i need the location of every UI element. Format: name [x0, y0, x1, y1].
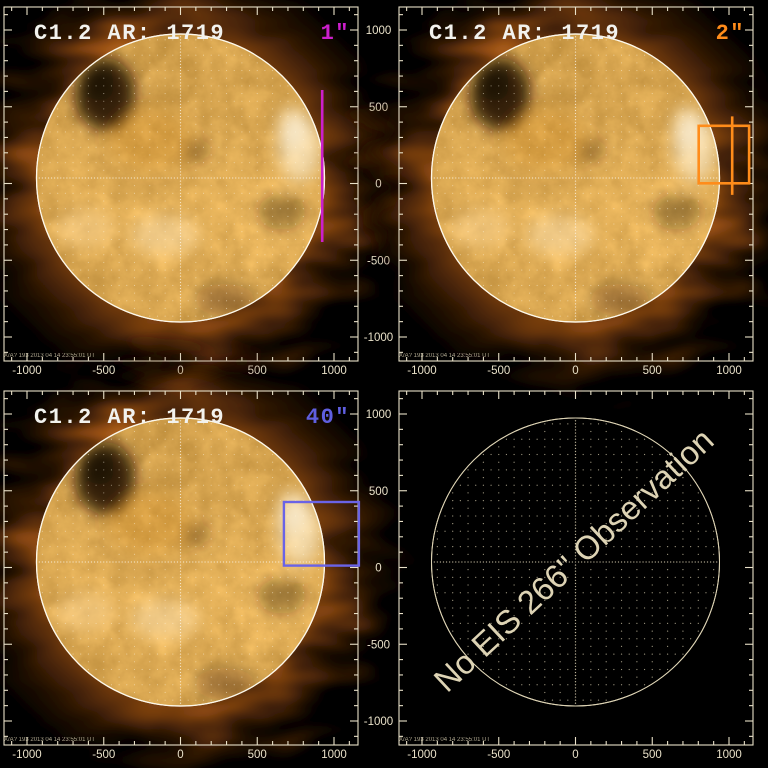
svg-text:1000: 1000 — [321, 365, 347, 377]
svg-text:1000: 1000 — [716, 365, 742, 377]
svg-text:0: 0 — [572, 749, 578, 761]
svg-text:0: 0 — [177, 749, 183, 761]
svg-text:0: 0 — [375, 563, 381, 575]
svg-text:1000: 1000 — [321, 749, 347, 761]
svg-text:-500: -500 — [487, 749, 510, 761]
svg-text:X/A? 193 2013 04 14 23:55:01: X/A? 193 2013 04 14 23:55:01 UT — [399, 353, 490, 359]
svg-text:-1000: -1000 — [12, 365, 41, 377]
svg-text:500: 500 — [248, 749, 267, 761]
svg-text:0: 0 — [572, 365, 578, 377]
svg-text:C1.2 AR: 1719: C1.2 AR: 1719 — [34, 405, 225, 430]
svg-text:-1000: -1000 — [364, 716, 393, 728]
svg-text:500: 500 — [643, 365, 662, 377]
svg-text:-1000: -1000 — [407, 365, 436, 377]
svg-text:-500: -500 — [92, 749, 115, 761]
svg-text:2": 2" — [716, 21, 745, 46]
svg-text:-1000: -1000 — [364, 332, 393, 344]
svg-text:1000: 1000 — [366, 409, 392, 421]
svg-text:500: 500 — [369, 486, 388, 498]
svg-text:-1000: -1000 — [12, 749, 41, 761]
svg-text:X/A? 193 2013 04 14 23:55:01: X/A? 193 2013 04 14 23:55:01 UT — [4, 737, 95, 743]
svg-text:C1.2 AR: 1719: C1.2 AR: 1719 — [429, 21, 620, 46]
svg-text:1": 1" — [321, 21, 350, 46]
svg-text:-1000: -1000 — [407, 749, 436, 761]
svg-text:-500: -500 — [367, 639, 390, 651]
svg-text:X/A? 193 2013 04 14 23:55:01: X/A? 193 2013 04 14 23:55:01 UT — [4, 353, 95, 359]
svg-text:1000: 1000 — [366, 25, 392, 37]
svg-text:C1.2 AR: 1719: C1.2 AR: 1719 — [34, 21, 225, 46]
svg-text:-500: -500 — [487, 365, 510, 377]
svg-text:40": 40" — [306, 405, 350, 430]
svg-text:X/A? 193 2013 04 14 23:55:01: X/A? 193 2013 04 14 23:55:01 UT — [399, 737, 490, 743]
svg-text:1000: 1000 — [716, 749, 742, 761]
svg-text:500: 500 — [643, 749, 662, 761]
